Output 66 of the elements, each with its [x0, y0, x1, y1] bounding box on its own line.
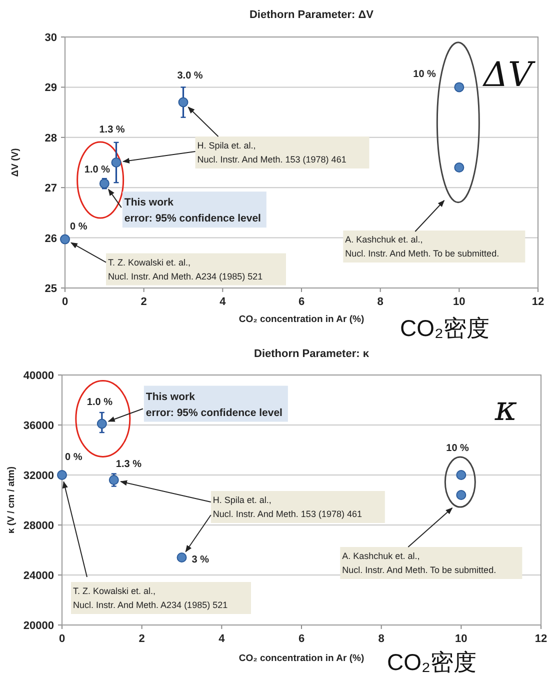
y-tick-label: 28 [44, 132, 57, 144]
point [99, 178, 110, 189]
annotation: A. Kashchuk et. al., Nucl. Instr. And Meth. To be submitted. [342, 551, 496, 575]
annotation: 10 % [413, 69, 436, 80]
annotation: ΔV [481, 55, 536, 95]
x-tick-label: 6 [298, 633, 305, 645]
y-tick-label: 36000 [23, 420, 54, 432]
annotation: κ [494, 389, 518, 429]
point [57, 470, 67, 480]
annotation: This work error: 95% confidence level [124, 196, 262, 225]
y-tick-label: 27 [44, 182, 57, 195]
y-tick-label: 32000 [23, 470, 54, 482]
y-axis-title: ΔV (V) [10, 148, 21, 177]
annotation: T. Z. Kowalski et. al., Nucl. Instr. And Meth. A234 (1985) 521 [108, 257, 263, 282]
annotation: T. Z. Kowalski et. al., Nucl. Instr. And Meth. A234 (1985) 521 [73, 586, 228, 610]
annotation: 0 % [65, 452, 82, 463]
annotation: A. Kashchuk et. al., Nucl. Instr. And Meth. To be submitted. [345, 234, 500, 259]
x-tick-label: 0 [62, 296, 68, 308]
x-tick-label: 12 [532, 296, 544, 308]
y-axis-title: κ (V / cm / atm) [6, 466, 17, 534]
annotation: 0 % [70, 221, 88, 232]
annotation: 1.3 % [116, 459, 142, 470]
x-axis-title: CO₂ concentration in Ar (%) [238, 653, 364, 664]
annotation: 3.0 % [177, 70, 203, 82]
point [454, 82, 464, 92]
text: CO₂密度 [400, 315, 490, 341]
x-tick-label: 8 [378, 633, 384, 645]
x-tick-label: 0 [58, 633, 66, 645]
annotation: This work error: 95% confidence level [146, 390, 283, 419]
x-tick-label: 4 [220, 296, 227, 308]
annotation: H. Spila et. al., Nucl. Instr. And Meth. 153 (1978) 461 [197, 140, 346, 164]
chart-title: Diethorn Parameter: ΔV [249, 9, 374, 21]
point [96, 418, 107, 429]
y-tick-label: 25 [44, 283, 57, 295]
point [111, 158, 122, 168]
point [60, 234, 70, 244]
chart-title: Diethorn Parameter: κ [254, 348, 370, 360]
point [108, 475, 119, 485]
y-tick-label: 40000 [23, 370, 54, 382]
x-tick-label: 4 [218, 633, 226, 645]
y-tick-label: 29 [44, 82, 57, 94]
annotation: 1.0 % [86, 396, 113, 408]
point [178, 97, 188, 108]
text: CO₂密度 [387, 649, 476, 675]
x-tick-label: 10 [453, 296, 466, 308]
y-tick-label: 20000 [23, 620, 54, 632]
annotation: 1.0 % [84, 164, 110, 176]
x-tick-label: 6 [298, 296, 305, 308]
point [456, 490, 466, 500]
x-tick-label: 8 [377, 296, 384, 308]
y-tick-label: 28000 [23, 520, 54, 532]
annotation: 10 % [446, 443, 470, 454]
x-tick-label: 10 [455, 633, 468, 645]
point [176, 552, 187, 562]
x-tick-label: 12 [534, 633, 548, 645]
x-tick-label: 2 [138, 633, 145, 645]
x-tick-label: 2 [140, 296, 147, 308]
x-axis-title: CO₂ concentration in Ar (%) [238, 314, 364, 325]
point [454, 162, 464, 173]
y-tick-label: 24000 [23, 570, 54, 582]
y-tick-label: 26 [44, 232, 57, 245]
y-tick-label: 30 [44, 32, 57, 44]
annotation: 3 % [192, 554, 210, 566]
point [456, 470, 466, 480]
annotation: H. Spila et. al., Nucl. Instr. And Meth. 153 (1978) 461 [212, 495, 362, 519]
annotation: 1.3 % [99, 124, 125, 136]
